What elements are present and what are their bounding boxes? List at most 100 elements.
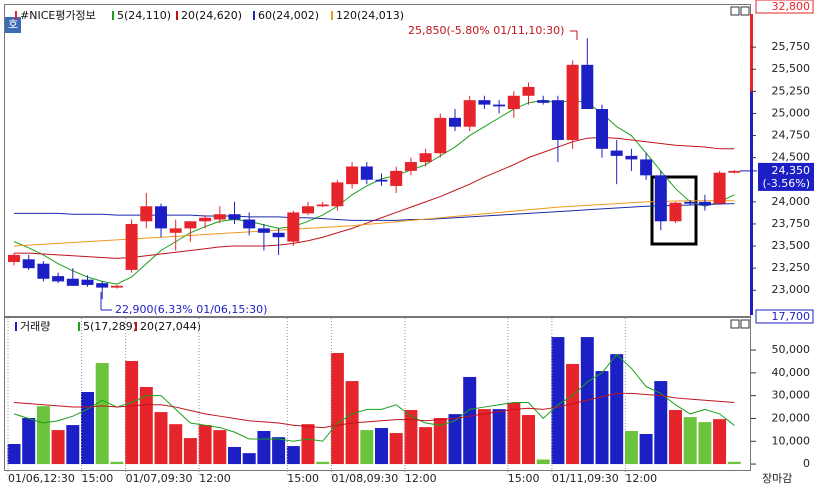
candle-body (654, 175, 667, 222)
x-tick-label: 01/06,12:30 (8, 472, 75, 485)
candle-body (184, 221, 197, 229)
ma-line (13, 392, 735, 429)
y-tick-label: 20,000 (772, 411, 811, 424)
x-tick-label: 15:00 (82, 472, 114, 485)
volume-bar (301, 424, 315, 465)
volume-bar (433, 418, 447, 465)
end-label: 장마감 (762, 472, 792, 485)
volume-bar (95, 363, 109, 465)
candle-body (228, 214, 241, 220)
candle-body (390, 170, 403, 186)
panel-button[interactable] (730, 6, 740, 16)
candle-body (331, 182, 344, 207)
volume-bar (360, 430, 374, 465)
volume-bar (125, 360, 139, 465)
panel-button[interactable] (740, 6, 750, 16)
volume-bar (624, 431, 638, 465)
y-tick-label: 24,000 (772, 195, 811, 208)
current-price: 24,350 (772, 164, 811, 177)
candle-body (463, 100, 476, 127)
ma-line (13, 353, 735, 442)
high-annotation: 25,850(-5.80% 01/11,10:30) (408, 24, 564, 37)
volume-bar (448, 414, 462, 465)
candle-body (243, 219, 256, 229)
limit-box (755, 0, 814, 14)
x-tick-label: 01/08,09:30 (331, 472, 398, 485)
legend-marker (78, 322, 80, 331)
candle-body (404, 162, 417, 171)
candle-body (287, 212, 300, 242)
x-tick-label: 12:00 (625, 472, 657, 485)
volume-bar (389, 433, 403, 465)
volume-bar (272, 437, 286, 465)
current-price-box (758, 162, 814, 191)
volume-bar (507, 402, 521, 465)
volume-bar (375, 428, 388, 465)
volume-bar (639, 433, 653, 465)
volume-bar (477, 409, 491, 465)
candle-body (493, 104, 506, 107)
candle-body (169, 228, 182, 233)
volume-bar (22, 418, 36, 465)
x-tick-label: 15:00 (508, 472, 540, 485)
candle-body (66, 278, 79, 286)
y-tick-label: 0 (803, 457, 810, 470)
candle-body (728, 170, 741, 173)
volume-bar (492, 409, 506, 465)
quote-button-label[interactable]: 호 (8, 18, 18, 31)
candle-body (22, 259, 35, 269)
x-tick-label: 15:00 (287, 472, 319, 485)
legend-marker (253, 11, 255, 20)
volume-bar (595, 371, 609, 465)
candle-body (669, 202, 682, 222)
legend-label: 120(24,013) (336, 9, 404, 22)
x-tick-label: 12:00 (405, 472, 437, 485)
volume-bar (183, 438, 197, 465)
legend-label: 20(24,620) (181, 9, 242, 22)
candle-body (640, 159, 653, 176)
candle-body (81, 279, 94, 285)
quote-button[interactable] (5, 17, 21, 33)
panel-button[interactable] (730, 319, 740, 329)
y-tick-label: 10,000 (772, 434, 811, 447)
volume-bar (81, 392, 94, 465)
upper-limit: 32,800 (772, 0, 811, 13)
candle-body (257, 228, 270, 233)
candle-body (507, 95, 520, 110)
volume-bar (419, 427, 433, 465)
candle-body (52, 276, 65, 282)
y-tick-label: 25,250 (772, 84, 811, 97)
volume-bar (213, 430, 227, 465)
candle-body (522, 86, 535, 96)
candle-body (610, 150, 623, 156)
volume-bar (551, 337, 565, 465)
volume-bar (169, 424, 183, 465)
candle-body (449, 117, 461, 127)
volume-bar (463, 376, 477, 465)
candle-body (713, 172, 726, 204)
candle-body (419, 153, 432, 163)
candle-body (155, 206, 167, 229)
x-tick-label: 01/07,09:30 (126, 472, 193, 485)
lower-limit: 17,700 (772, 310, 811, 323)
volume-bar (51, 430, 65, 465)
y-tick-label: 30,000 (772, 389, 811, 402)
candle-body (434, 117, 447, 154)
volume-bar (727, 461, 741, 465)
volume-bar (154, 412, 168, 465)
candle-body (684, 201, 697, 204)
y-tick-label: 24,500 (772, 151, 811, 164)
change-label: (-3.56%) (763, 177, 811, 190)
legend-label: 5(17,289) (83, 320, 137, 333)
candle-body (551, 100, 564, 140)
y-tick-label: 25,500 (772, 62, 811, 75)
volume-bar (713, 419, 727, 465)
volume-bar (330, 353, 344, 465)
ma-line (14, 203, 735, 221)
panel-button[interactable] (740, 319, 750, 329)
volume-bar (286, 446, 300, 465)
candle-body (625, 155, 638, 160)
y-tick-label: 50,000 (772, 343, 811, 356)
y-tick-label: 40,000 (772, 366, 811, 379)
volume-bar (683, 417, 697, 465)
